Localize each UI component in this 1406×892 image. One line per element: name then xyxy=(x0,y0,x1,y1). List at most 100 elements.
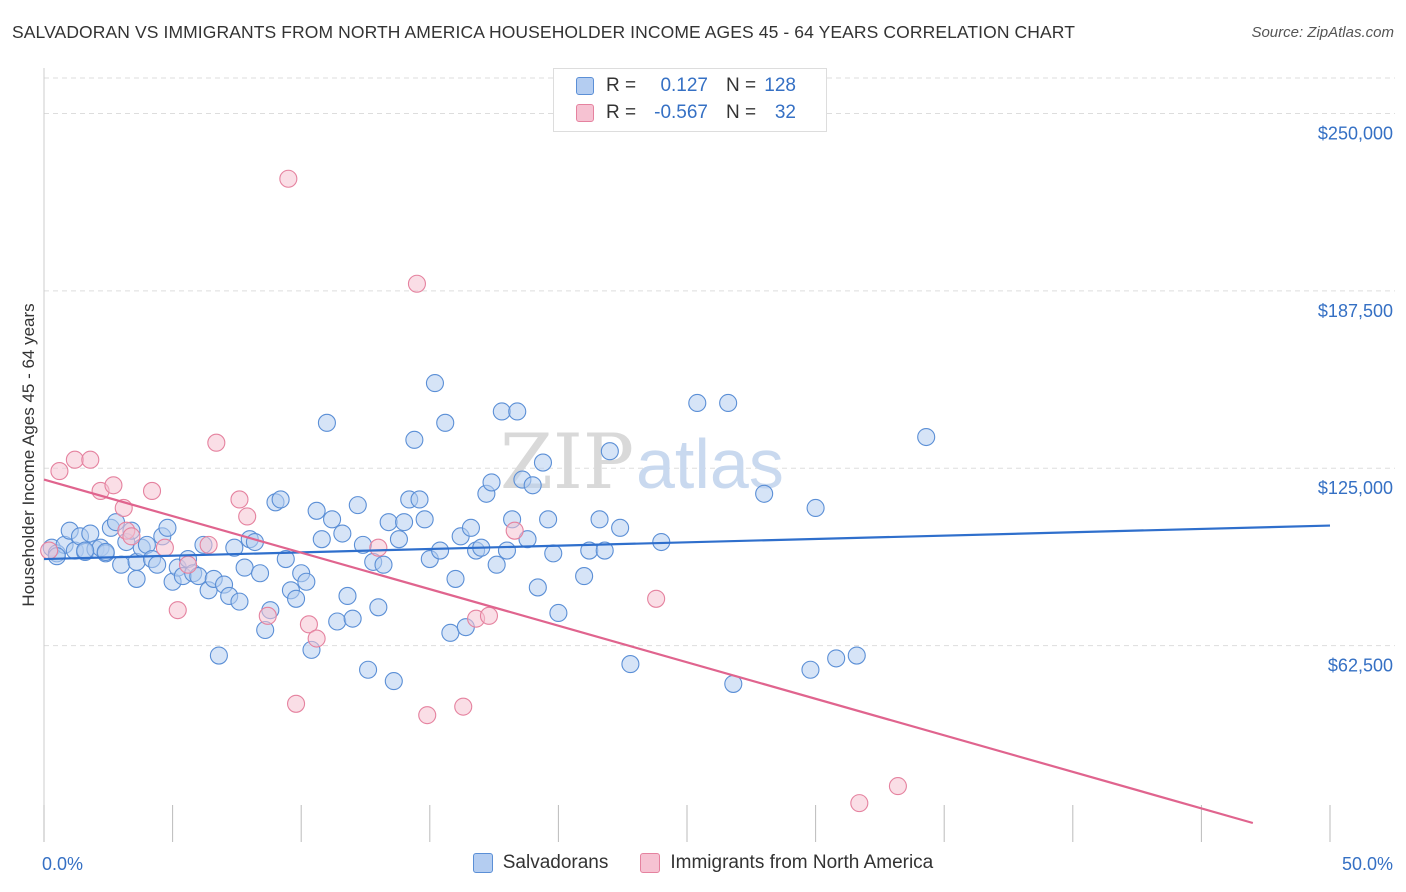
legend-item-immigrants: Immigrants from North America xyxy=(640,852,933,874)
salvadoran-point xyxy=(719,393,738,413)
salvadoran-point xyxy=(544,544,563,563)
stats-legend: R = 0.127 N = 128 R = -0.567 N = 32 xyxy=(553,68,827,132)
salvadoran-point xyxy=(328,612,347,631)
salvadoran-point xyxy=(917,427,936,447)
salvadoran-point xyxy=(369,598,388,617)
salvadoran-point xyxy=(755,484,774,503)
salvadoran-point xyxy=(847,646,866,665)
salvadoran-point xyxy=(287,589,306,608)
immigrant-point xyxy=(258,606,277,625)
salvadoran-point xyxy=(549,603,568,623)
legend-r-value: 0.127 xyxy=(660,75,708,96)
salvadoran-point xyxy=(518,530,537,549)
salvadoran-point xyxy=(348,496,367,515)
legend-r-label: R = xyxy=(606,75,637,96)
legend-row-salvadorans: R = 0.127 N = 128 xyxy=(576,73,796,99)
salvadoran-point xyxy=(611,518,630,537)
legend-row-immigrants: R = -0.567 N = 32 xyxy=(576,100,796,126)
immigrant-point xyxy=(168,601,187,620)
salvadoran-point xyxy=(307,501,326,520)
immigrant-point xyxy=(307,629,326,648)
salvadoran-point xyxy=(148,555,167,574)
salvadoran-point xyxy=(317,413,336,432)
immigrant-point xyxy=(40,541,59,560)
immigrant-point xyxy=(230,490,249,509)
salvadoran-point xyxy=(431,541,450,560)
immigrant-point xyxy=(81,450,100,469)
salvadoran-point xyxy=(389,530,408,549)
salvadoran-point xyxy=(209,646,228,665)
salvadoran-point xyxy=(523,476,542,495)
immigrant-point xyxy=(647,589,666,608)
immigrant-point xyxy=(238,507,257,526)
y-tick-label: $250,000 xyxy=(1318,123,1393,143)
immigrant-point xyxy=(418,706,437,725)
immigrant-point xyxy=(369,538,388,557)
salvadoran-point xyxy=(81,524,100,543)
legend-n-value: 128 xyxy=(764,75,796,96)
immigrant-point xyxy=(279,169,298,188)
immigrant-point xyxy=(454,697,473,716)
immigrant-point xyxy=(207,433,226,452)
salvadoran-point xyxy=(827,649,846,668)
immigrant-point xyxy=(199,535,218,554)
salvadoran-point xyxy=(482,473,501,492)
legend-n-value: 32 xyxy=(774,102,796,123)
series-legend: Salvadorans Immigrants from North Americ… xyxy=(0,852,1406,874)
salvadoran-point xyxy=(461,518,481,537)
legend-r-value: -0.567 xyxy=(654,102,708,123)
immigrant-point xyxy=(850,794,869,813)
salvadoran-point xyxy=(395,513,414,532)
salvadoran-point xyxy=(225,538,244,557)
salvadoran-point xyxy=(384,672,403,691)
immigrant-point xyxy=(888,777,907,796)
salvadoran-point xyxy=(446,569,465,588)
immigrant-point xyxy=(178,555,198,574)
salvadoran-point xyxy=(405,430,424,449)
salvadoran-point xyxy=(533,453,553,472)
watermark: ZIP atlas xyxy=(500,417,784,506)
immigrant-point xyxy=(287,694,306,713)
axis-layer xyxy=(43,68,1331,842)
legend-swatch-pink xyxy=(640,853,661,873)
salvadoran-point xyxy=(338,586,357,606)
immigrant-point xyxy=(505,521,524,540)
salvadoran-point xyxy=(276,550,295,569)
salvadoran-point xyxy=(312,530,331,549)
salvadoran-point xyxy=(436,413,455,432)
x-tick-label: 50.0% xyxy=(1342,854,1393,874)
salvadoran-point xyxy=(343,609,362,628)
chart-title: SALVADORAN VS IMMIGRANTS FROM NORTH AMER… xyxy=(12,22,1076,42)
legend-swatch-pink xyxy=(576,104,594,122)
salvadoran-point xyxy=(441,623,460,642)
salvadoran-point xyxy=(425,374,444,393)
source-label: Source: ZipAtlas.com xyxy=(1251,24,1394,41)
y-tick-label: $187,500 xyxy=(1318,301,1393,321)
salvadoran-point xyxy=(127,569,146,588)
salvadoran-point xyxy=(379,513,398,532)
salvadoran-point xyxy=(539,510,558,529)
immigrant-point xyxy=(65,450,84,469)
legend-label-salvadorans: Salvadorans xyxy=(502,852,609,873)
salvadoran-point xyxy=(415,510,434,529)
salvadoran-point xyxy=(323,510,342,529)
legend-item-salvadorans: Salvadorans xyxy=(472,852,609,874)
y-tick-label: $62,500 xyxy=(1328,656,1393,676)
salvadoran-point xyxy=(487,555,506,574)
immigrant-point xyxy=(142,481,162,500)
legend-label-immigrants: Immigrants from North America xyxy=(670,852,934,873)
salvadoran-point xyxy=(374,555,393,574)
salvadoran-point xyxy=(508,402,527,421)
immigrant-point xyxy=(122,527,141,546)
salvadoran-point xyxy=(112,555,131,574)
immigrant-point xyxy=(299,615,318,634)
trend-line-salvadorans xyxy=(43,524,1331,561)
salvadoran-point xyxy=(497,541,517,560)
salvadoran-point xyxy=(590,510,609,529)
immigrant-point xyxy=(407,274,426,293)
legend-n-label: N = xyxy=(726,102,757,123)
salvadoran-point xyxy=(96,542,115,562)
salvadoran-point xyxy=(333,524,352,543)
y-axis-label: Householder Income Ages 45 - 64 years xyxy=(19,303,38,606)
